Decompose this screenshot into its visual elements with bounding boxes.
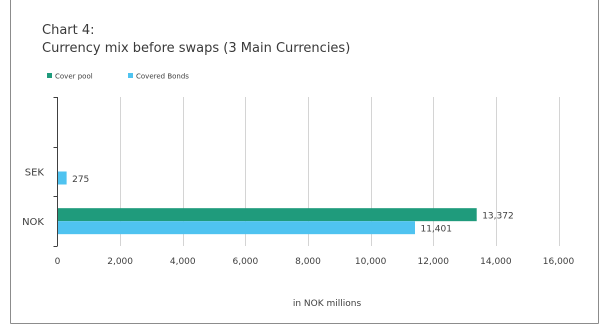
chart-subtitle: Currency mix before swaps (3 Main Curren… [42,41,350,56]
x-tick-label-1: 2,000 [107,257,133,267]
y-axis-categories: NOK SEK [22,168,44,229]
category-label-sek: SEK [25,168,45,179]
x-tick-label-0: 0 [55,257,61,267]
legend-label-1: Cover pool [55,73,93,81]
x-tick-label-7: 14,000 [480,257,512,267]
legend-label-2: Covered Bonds [136,73,189,81]
axes [53,97,58,247]
legend: Cover pool Covered Bonds [47,73,189,81]
bar-nok-covered-bonds [58,221,415,235]
x-tick-label-6: 12,000 [418,257,450,267]
x-axis-title: in NOK millions [293,299,362,309]
legend-swatch-2 [128,73,133,78]
legend-swatch-1 [47,73,52,78]
data-label-nok-cover-pool: 13,372 [482,212,514,222]
data-label-sek-covered-bonds: 275 [72,175,89,185]
x-tick-label-2: 4,000 [170,257,196,267]
bar-nok-cover-pool [58,208,477,222]
chart-title: Chart 4: [42,23,95,38]
gridlines [120,97,560,246]
bars [58,171,477,235]
x-axis-ticks: 0 2,000 4,000 6,000 8,000 10,000 12,000 14,000 1… [55,257,575,267]
bar-sek-covered-bonds [58,171,67,185]
x-tick-label-8: 16,000 [543,257,575,267]
data-label-nok-covered-bonds: 11,401 [420,225,452,235]
category-label-nok: NOK [22,217,44,228]
x-tick-label-4: 8,000 [295,257,321,267]
x-tick-label-3: 6,000 [232,257,258,267]
x-tick-label-5: 10,000 [355,257,387,267]
data-labels: 13,372 11,401 275 [72,175,514,235]
